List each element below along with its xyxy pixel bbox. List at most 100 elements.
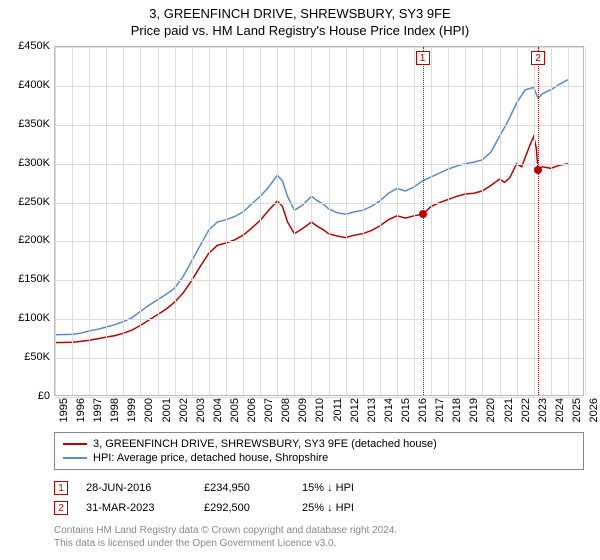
- gridline-v: [226, 47, 227, 395]
- gridline-v: [465, 47, 466, 395]
- sale-dot: [419, 210, 427, 218]
- xtick-label: 2000: [143, 398, 155, 422]
- legend-row: HPI: Average price, detached house, Shro…: [63, 451, 575, 465]
- xtick-label: 2021: [503, 398, 515, 422]
- xtick-label: 1998: [109, 398, 121, 422]
- gridline-v: [294, 47, 295, 395]
- gridline-v: [329, 47, 330, 395]
- xtick-label: 2004: [212, 398, 224, 422]
- xtick-label: 2012: [349, 398, 361, 422]
- xtick-label: 2018: [451, 398, 463, 422]
- sale-vline: [538, 47, 539, 395]
- gridline-v: [431, 47, 432, 395]
- gridline-h: [55, 86, 583, 87]
- ytick-label: £50K: [24, 351, 50, 363]
- sale-dot: [534, 166, 542, 174]
- gridline-h: [55, 203, 583, 204]
- xtick-label: 2016: [417, 398, 429, 422]
- sales-table: 128-JUN-2016£234,95015% ↓ HPI231-MAR-202…: [54, 478, 584, 518]
- xtick-label: 2013: [366, 398, 378, 422]
- plot-wrap: 12 £0£50K£100K£150K£200K£250K£300K£350K£…: [54, 46, 584, 396]
- chart-titles: 3, GREENFINCH DRIVE, SHREWSBURY, SY3 9FE…: [0, 0, 600, 38]
- gridline-v: [260, 47, 261, 395]
- gridline-v: [175, 47, 176, 395]
- sale-marker-box: 2: [531, 51, 545, 65]
- legend-label: 3, GREENFINCH DRIVE, SHREWSBURY, SY3 9FE…: [93, 438, 437, 450]
- legend-section: 3, GREENFINCH DRIVE, SHREWSBURY, SY3 9FE…: [54, 432, 584, 550]
- xtick-label: 2003: [195, 398, 207, 422]
- xtick-label: 2005: [229, 398, 241, 422]
- gridline-v: [140, 47, 141, 395]
- gridline-h: [55, 319, 583, 320]
- xtick-label: 2020: [485, 398, 497, 422]
- sale-price: £234,950: [204, 482, 284, 494]
- title-address: 3, GREENFINCH DRIVE, SHREWSBURY, SY3 9FE: [0, 6, 600, 21]
- legend-box: 3, GREENFINCH DRIVE, SHREWSBURY, SY3 9FE…: [54, 432, 584, 470]
- sales-row: 231-MAR-2023£292,50025% ↓ HPI: [54, 498, 584, 518]
- gridline-v: [89, 47, 90, 395]
- ytick-label: £0: [38, 390, 50, 402]
- xtick-label: 2008: [280, 398, 292, 422]
- chart-svg: [55, 47, 585, 397]
- xtick-label: 2001: [161, 398, 173, 422]
- xtick-label: 2017: [434, 398, 446, 422]
- chart-container: 3, GREENFINCH DRIVE, SHREWSBURY, SY3 9FE…: [0, 0, 600, 560]
- gridline-v: [534, 47, 535, 395]
- gridline-v: [568, 47, 569, 395]
- gridline-v: [397, 47, 398, 395]
- gridline-v: [551, 47, 552, 395]
- gridline-v: [363, 47, 364, 395]
- sale-marker-box: 1: [416, 51, 430, 65]
- gridline-h: [55, 241, 583, 242]
- gridline-v: [346, 47, 347, 395]
- gridline-v: [500, 47, 501, 395]
- xtick-label: 2011: [332, 398, 344, 422]
- xtick-label: 2015: [400, 398, 412, 422]
- xtick-label: 1995: [58, 398, 70, 422]
- footnote-line1: Contains HM Land Registry data © Crown c…: [54, 524, 584, 537]
- legend-label: HPI: Average price, detached house, Shro…: [93, 452, 328, 464]
- gridline-h: [55, 280, 583, 281]
- sale-pct: 15% ↓ HPI: [302, 482, 402, 494]
- xtick-label: 2022: [520, 398, 532, 422]
- xtick-label: 2006: [246, 398, 258, 422]
- gridline-v: [72, 47, 73, 395]
- xtick-label: 2010: [314, 398, 326, 422]
- footnote-line2: This data is licensed under the Open Gov…: [54, 537, 584, 550]
- ytick-label: £300K: [18, 157, 50, 169]
- ytick-label: £150K: [18, 273, 50, 285]
- gridline-h: [55, 358, 583, 359]
- gridline-v: [585, 47, 586, 395]
- xtick-label: 2014: [383, 398, 395, 422]
- ytick-label: £250K: [18, 196, 50, 208]
- gridline-v: [448, 47, 449, 395]
- gridline-v: [482, 47, 483, 395]
- ytick-label: £100K: [18, 312, 50, 324]
- ytick-label: £400K: [18, 79, 50, 91]
- sale-pct: 25% ↓ HPI: [302, 502, 402, 514]
- sale-index-box: 2: [54, 501, 68, 515]
- xtick-label: 2009: [297, 398, 309, 422]
- xtick-label: 2002: [178, 398, 190, 422]
- xtick-label: 2024: [554, 398, 566, 422]
- ytick-label: £350K: [18, 118, 50, 130]
- xtick-label: 2026: [588, 398, 600, 422]
- sale-date: 31-MAR-2023: [86, 502, 186, 514]
- xtick-label: 1997: [92, 398, 104, 422]
- gridline-v: [414, 47, 415, 395]
- ytick-label: £450K: [18, 40, 50, 52]
- legend-swatch: [63, 443, 87, 445]
- plot-area: 12: [54, 46, 584, 396]
- xtick-label: 2023: [537, 398, 549, 422]
- gridline-v: [106, 47, 107, 395]
- title-subtitle: Price paid vs. HM Land Registry's House …: [0, 23, 600, 38]
- gridline-v: [123, 47, 124, 395]
- gridline-h: [55, 47, 583, 48]
- sale-vline: [423, 47, 424, 395]
- gridline-v: [311, 47, 312, 395]
- xtick-label: 1996: [75, 398, 87, 422]
- xtick-label: 1999: [126, 398, 138, 422]
- footnote: Contains HM Land Registry data © Crown c…: [54, 524, 584, 550]
- xtick-label: 2019: [468, 398, 480, 422]
- gridline-v: [209, 47, 210, 395]
